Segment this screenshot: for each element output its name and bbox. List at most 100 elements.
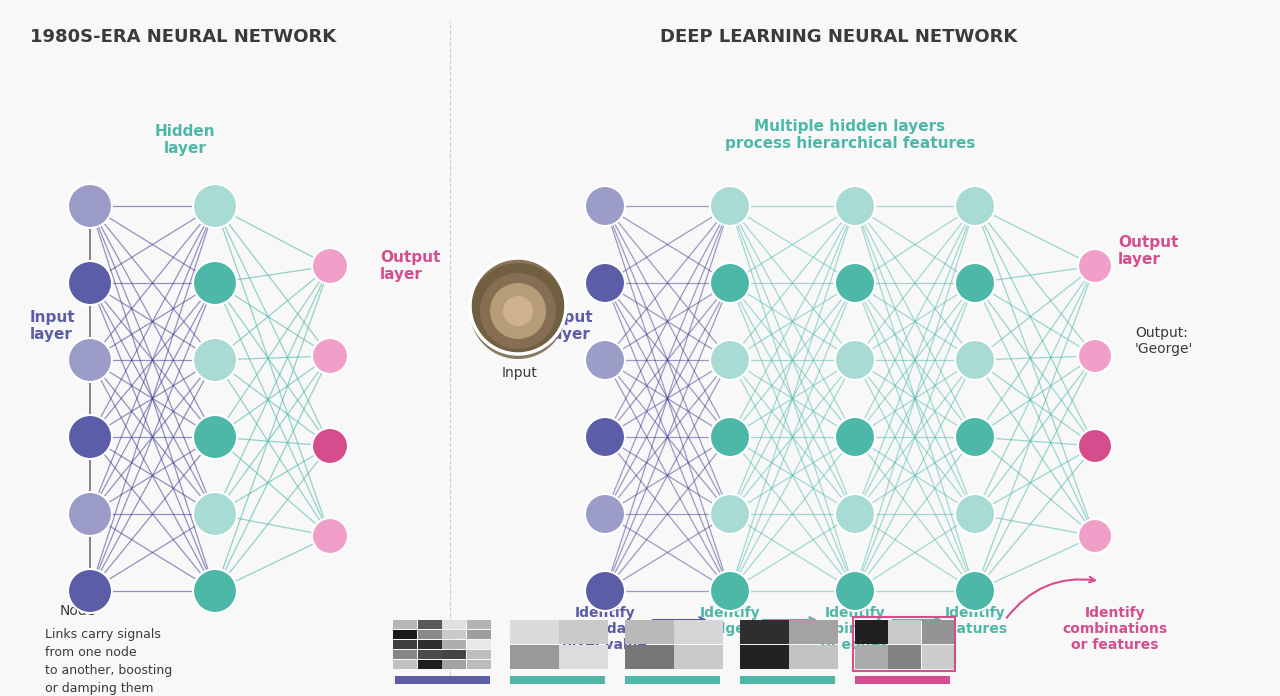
Bar (442, 640, 466, 649)
Bar (393, 660, 417, 669)
Circle shape (710, 571, 750, 611)
Circle shape (193, 492, 237, 536)
Bar (888, 644, 922, 669)
Circle shape (68, 569, 113, 613)
Circle shape (955, 263, 995, 303)
Bar (625, 619, 673, 644)
Circle shape (68, 415, 113, 459)
Circle shape (490, 283, 547, 339)
FancyBboxPatch shape (509, 676, 605, 684)
Circle shape (193, 569, 237, 613)
Bar (393, 649, 417, 659)
Bar (442, 629, 466, 639)
Bar (393, 619, 417, 629)
Circle shape (480, 273, 556, 349)
Bar (509, 644, 558, 669)
Circle shape (955, 186, 995, 226)
Text: DEEP LEARNING NEURAL NETWORK: DEEP LEARNING NEURAL NETWORK (660, 28, 1018, 46)
Circle shape (68, 184, 113, 228)
Text: Input
layer: Input layer (548, 310, 594, 342)
Text: 1980S-ERA NEURAL NETWORK: 1980S-ERA NEURAL NETWORK (29, 28, 337, 46)
Circle shape (835, 494, 876, 534)
Bar (559, 619, 608, 644)
Text: Multiple hidden layers
process hierarchical features: Multiple hidden layers process hierarchi… (724, 118, 975, 151)
Text: Identify
light/dark
pixel value: Identify light/dark pixel value (562, 606, 648, 652)
Bar (442, 649, 466, 659)
Circle shape (835, 340, 876, 380)
Circle shape (955, 340, 995, 380)
Circle shape (585, 494, 625, 534)
Circle shape (710, 494, 750, 534)
Bar (740, 644, 788, 669)
Circle shape (470, 258, 566, 354)
Bar (417, 649, 442, 659)
Circle shape (312, 428, 348, 464)
Circle shape (955, 494, 995, 534)
Circle shape (68, 338, 113, 382)
FancyBboxPatch shape (855, 676, 950, 684)
Bar (509, 619, 558, 644)
Circle shape (835, 263, 876, 303)
Text: Identify
features: Identify features (942, 606, 1009, 636)
Bar (442, 660, 466, 669)
Circle shape (835, 417, 876, 457)
Bar (675, 644, 722, 669)
Bar (740, 619, 788, 644)
Bar (393, 629, 417, 639)
Circle shape (710, 340, 750, 380)
Circle shape (585, 340, 625, 380)
Circle shape (1078, 429, 1112, 463)
Text: Input
layer: Input layer (29, 310, 76, 342)
Circle shape (312, 518, 348, 554)
FancyBboxPatch shape (625, 676, 719, 684)
Circle shape (585, 186, 625, 226)
Bar (559, 644, 608, 669)
Text: Identify
edges: Identify edges (700, 606, 760, 636)
Bar (888, 619, 922, 644)
Circle shape (68, 261, 113, 305)
Circle shape (1078, 339, 1112, 373)
Text: Output:
'George': Output: 'George' (1135, 326, 1193, 356)
Circle shape (585, 417, 625, 457)
Circle shape (710, 417, 750, 457)
Bar (922, 619, 955, 644)
Text: Identify
combinations
of edges: Identify combinations of edges (803, 606, 908, 652)
Circle shape (470, 263, 566, 359)
Circle shape (193, 415, 237, 459)
Text: Hidden
layer: Hidden layer (155, 124, 215, 156)
Bar (675, 619, 722, 644)
Text: Identify
combinations
or features: Identify combinations or features (1062, 606, 1167, 652)
Circle shape (193, 184, 237, 228)
Circle shape (1078, 519, 1112, 553)
Bar (855, 619, 888, 644)
Text: Node: Node (60, 604, 96, 618)
Text: Output
layer: Output layer (380, 250, 440, 282)
Text: Input: Input (502, 366, 538, 380)
Bar (466, 660, 490, 669)
Circle shape (503, 296, 532, 326)
Circle shape (312, 248, 348, 284)
Bar (466, 640, 490, 649)
Bar (417, 660, 442, 669)
Circle shape (1078, 249, 1112, 283)
Bar (417, 640, 442, 649)
Bar (855, 644, 888, 669)
Circle shape (835, 571, 876, 611)
Circle shape (955, 417, 995, 457)
Circle shape (710, 186, 750, 226)
Circle shape (710, 263, 750, 303)
Bar (625, 644, 673, 669)
Circle shape (312, 338, 348, 374)
Text: Output
layer: Output layer (1117, 235, 1179, 267)
Bar (788, 619, 837, 644)
Bar (466, 619, 490, 629)
Bar (788, 644, 837, 669)
Bar (417, 619, 442, 629)
Bar (466, 629, 490, 639)
FancyBboxPatch shape (740, 676, 835, 684)
Bar (442, 619, 466, 629)
Circle shape (955, 571, 995, 611)
Circle shape (585, 571, 625, 611)
Circle shape (68, 492, 113, 536)
FancyBboxPatch shape (396, 676, 490, 684)
